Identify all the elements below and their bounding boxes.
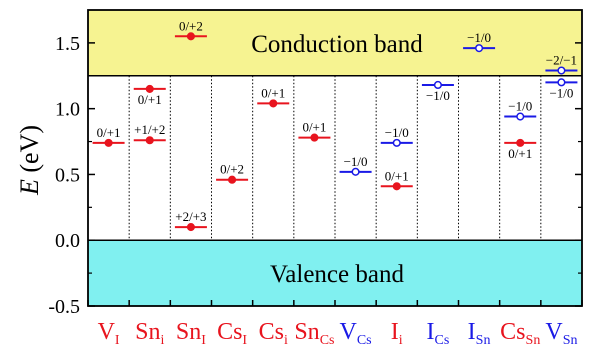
level-marker — [104, 138, 113, 147]
conduction-band — [88, 10, 582, 76]
x-tick-label: SnCs — [294, 319, 334, 348]
valence-band-label: Valence band — [270, 261, 404, 288]
level-marker — [145, 84, 154, 93]
level-transition-label: −1/0 — [385, 125, 409, 140]
separator-layer — [128, 75, 542, 241]
x-tick-label: VCs — [340, 319, 372, 348]
x-tick-label: VI — [98, 319, 120, 348]
y-tick-label: -0.5 — [48, 296, 80, 318]
level-transition-label: 0/+1 — [508, 146, 532, 161]
y-tick-label: 1.5 — [55, 33, 80, 55]
level-transition-label: −2/−1 — [546, 53, 577, 68]
level-transition-label: −1/0 — [344, 154, 368, 169]
x-tick-label: ISn — [468, 319, 491, 348]
level-transition-label: 0/+1 — [385, 168, 409, 183]
level-transition-label: 0/+1 — [97, 125, 121, 140]
level-transition-label: 0/+1 — [261, 85, 285, 100]
level-marker — [351, 167, 360, 176]
conduction-band-label: Conduction band — [251, 31, 423, 58]
level-marker — [186, 32, 195, 41]
x-tick-label: Sni — [135, 319, 164, 348]
level-marker — [269, 99, 278, 108]
level-marker — [516, 112, 525, 121]
level-marker — [392, 138, 401, 147]
level-marker — [475, 44, 484, 53]
y-tick-label: 0.5 — [55, 164, 80, 186]
x-tick-label: VSn — [545, 319, 577, 348]
level-marker — [228, 175, 237, 184]
x-tick-labels: VI Sni SnI CsI Csi SnCs VCs Ii ICs ISn CsSn VSn — [98, 319, 578, 348]
level-transition-label: −1/0 — [426, 88, 450, 103]
level-marker — [557, 66, 566, 75]
axis-layer: -0.5 0.0 0.5 1.0 1.5 — [48, 9, 583, 318]
levels-layer: 0/+1 0/+1 +1/+2 0/+2 +2/+3 0/+2 0/+1 0/+1 −1/0 −1… — [92, 18, 578, 232]
x-tick-label: CsI — [217, 319, 247, 348]
level-marker — [433, 80, 442, 90]
x-tick-label: SnI — [176, 319, 206, 348]
level-transition-label: +1/+2 — [134, 122, 165, 137]
level-transition-label: 0/+2 — [179, 18, 203, 33]
level-transition-label: 0/+2 — [220, 162, 244, 177]
x-tick-label: Ii — [391, 319, 403, 348]
x-tick-label: Csi — [259, 319, 288, 348]
level-marker — [392, 182, 401, 191]
level-marker — [186, 223, 195, 232]
valence-band — [88, 240, 582, 306]
level-transition-label: 0/+1 — [138, 92, 162, 107]
level-transition-label: 0/+1 — [302, 120, 326, 135]
level-marker — [557, 78, 566, 87]
level-marker — [145, 136, 154, 145]
level-transition-label: −1/0 — [508, 99, 532, 114]
level-marker — [310, 133, 319, 142]
y-tick-label: 1.0 — [55, 99, 80, 121]
x-tick-label: CsSn — [500, 319, 540, 348]
level-marker — [516, 138, 525, 147]
y-axis-label: E (eV) — [15, 125, 44, 196]
level-transition-label: +2/+3 — [175, 209, 206, 224]
y-tick-label: 0.0 — [55, 230, 80, 252]
bands-layer: Conduction band Valence band — [88, 10, 582, 306]
x-tick-label: ICs — [427, 319, 450, 348]
level-transition-label: −1/0 — [467, 30, 491, 45]
level-transition-label: −1/0 — [549, 85, 573, 100]
